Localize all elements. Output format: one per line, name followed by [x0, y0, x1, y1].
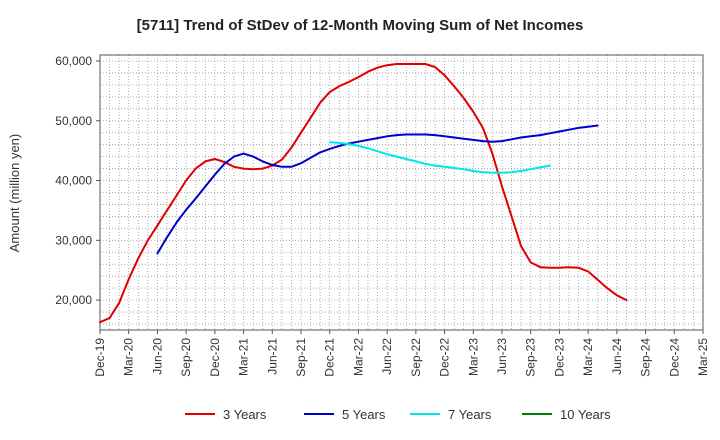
y-tick-label: 60,000	[55, 54, 92, 68]
x-tick-label: Jun-21	[265, 338, 279, 375]
x-tick-label: Dec-22	[438, 338, 452, 377]
x-tick-label: Jun-20	[150, 338, 164, 375]
y-tick-label: 30,000	[55, 233, 92, 247]
chart-title: [5711] Trend of StDev of 12-Month Moving…	[137, 17, 584, 34]
x-tick-label: Jun-24	[610, 338, 624, 375]
x-tick-label: Mar-23	[466, 338, 480, 376]
x-tick-label: Mar-21	[237, 338, 251, 376]
series-line-3-years	[99, 63, 628, 324]
plot-area: 20,000 30,000 40,000 50,000 60,000 Dec-19 Mar-…	[55, 54, 710, 377]
plot-border	[99, 54, 704, 331]
x-tick-label: Dec-23	[552, 338, 566, 377]
legend-label: 3 Years	[223, 407, 267, 422]
x-tick-label: Jun-23	[495, 338, 509, 375]
x-tick-label: Sep-24	[639, 338, 653, 377]
y-tick-label: 20,000	[55, 293, 92, 307]
x-tick-label: Mar-22	[351, 338, 365, 376]
x-tick-label: Mar-20	[122, 338, 136, 376]
x-tick-label: Sep-20	[179, 338, 193, 377]
legend-label: 7 Years	[448, 407, 492, 422]
x-tick-label: Mar-24	[581, 338, 595, 376]
x-tick-label: Dec-20	[208, 338, 222, 377]
y-axis-label: Amount (million yen)	[7, 134, 22, 253]
legend-label: 5 Years	[342, 407, 386, 422]
legend: 3 Years 5 Years 7 Years 10 Years	[185, 407, 611, 422]
x-tick-label: Sep-22	[409, 338, 423, 377]
x-tick-label: Sep-23	[524, 338, 538, 377]
series-line-5-years	[156, 124, 599, 255]
x-tick-label: Sep-21	[294, 338, 308, 377]
legend-label: 10 Years	[560, 407, 611, 422]
x-tick-label: Dec-21	[323, 338, 337, 377]
x-tick-label: Dec-19	[93, 338, 107, 377]
y-tick-label: 40,000	[55, 174, 92, 188]
series-line-7-years	[328, 141, 551, 174]
x-tick-label: Dec-24	[667, 338, 681, 377]
x-tick-label: Jun-22	[380, 338, 394, 375]
y-tick-label: 50,000	[55, 114, 92, 128]
x-tick-label: Mar-25	[696, 338, 710, 376]
